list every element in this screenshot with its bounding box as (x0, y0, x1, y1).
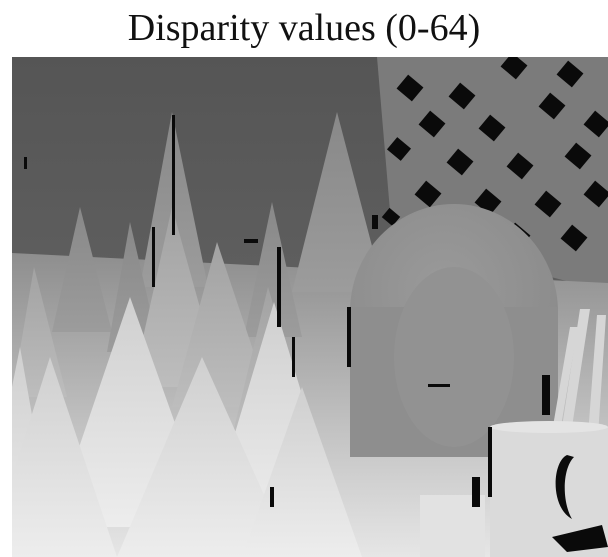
disparity-map-image (12, 57, 608, 557)
near-cones (12, 297, 362, 557)
figure-title: Disparity values (0-64) (127, 7, 481, 49)
face-mask (350, 204, 558, 457)
occlusion-artifacts (24, 115, 608, 552)
lattice-holes (381, 57, 608, 252)
pencils (552, 309, 606, 435)
